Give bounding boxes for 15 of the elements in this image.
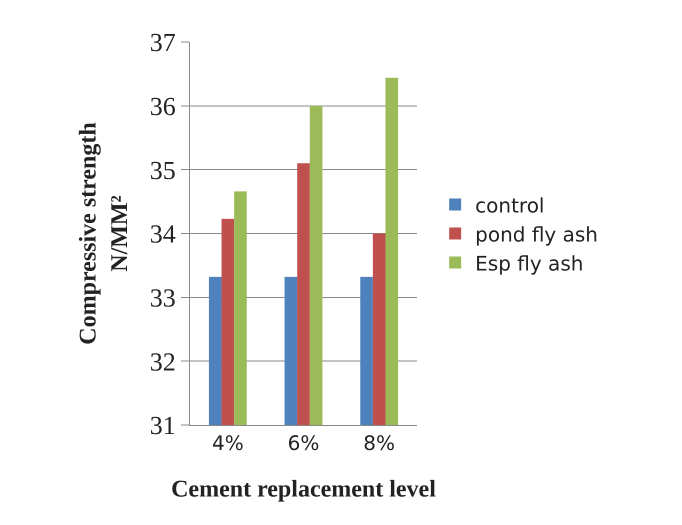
- legend-label: pond fly ash: [475, 222, 598, 246]
- x-axis-title: Cement replacement level: [171, 476, 436, 502]
- x-tick-label: 8%: [363, 431, 396, 455]
- legend-label: control: [475, 193, 544, 218]
- y-tick-label: 37: [150, 28, 176, 58]
- y-tick-label: 36: [150, 92, 176, 121]
- y-tick-label: 31: [150, 411, 176, 440]
- legend-label: Esp fly ash: [475, 251, 584, 276]
- x-tick-label: 6%: [288, 431, 320, 455]
- y-tick-label: 33: [150, 283, 176, 312]
- y-tick-label: 35: [150, 156, 176, 185]
- y-tick-label: 32: [150, 347, 176, 376]
- y-tick-label: 34: [150, 220, 176, 249]
- y-axis-title: Compressive strength N/MM²: [76, 122, 133, 345]
- x-tick-label: 4%: [212, 431, 244, 455]
